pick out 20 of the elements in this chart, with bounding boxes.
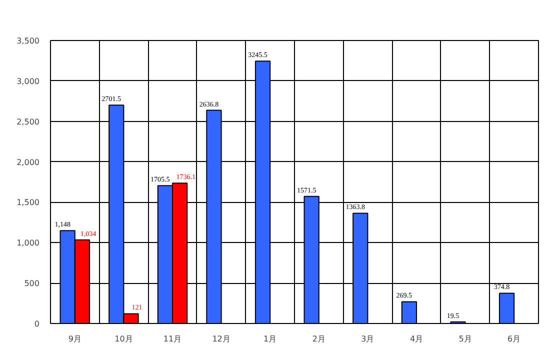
x-tick-label: 12月 [212,334,230,344]
x-tick-label: 3月 [361,334,374,344]
x-tick-label: 5月 [458,334,472,344]
y-tick-label: 3,000 [16,76,40,86]
bar [401,301,417,324]
x-tick-label: 11月 [163,334,182,344]
y-tick-label: 1,000 [16,238,40,248]
x-tick-label: 2月 [312,334,326,344]
y-tick-label: 1,500 [16,198,40,208]
y-tick-label: 2,500 [16,117,40,126]
x-tick-label: 9月 [68,334,82,344]
bar [498,292,515,324]
x-tick-label: 6月 [508,334,521,344]
x-tick-label: 1月 [264,334,277,344]
y-tick-label: 3,500 [16,36,40,46]
y-tick-label: 500 [24,279,40,288]
y-tick-label: 2,000 [16,158,40,167]
x-tick-label: 10月 [114,334,133,344]
x-tick-label: 4月 [410,334,424,344]
y-tick-label: 0 [34,320,40,328]
